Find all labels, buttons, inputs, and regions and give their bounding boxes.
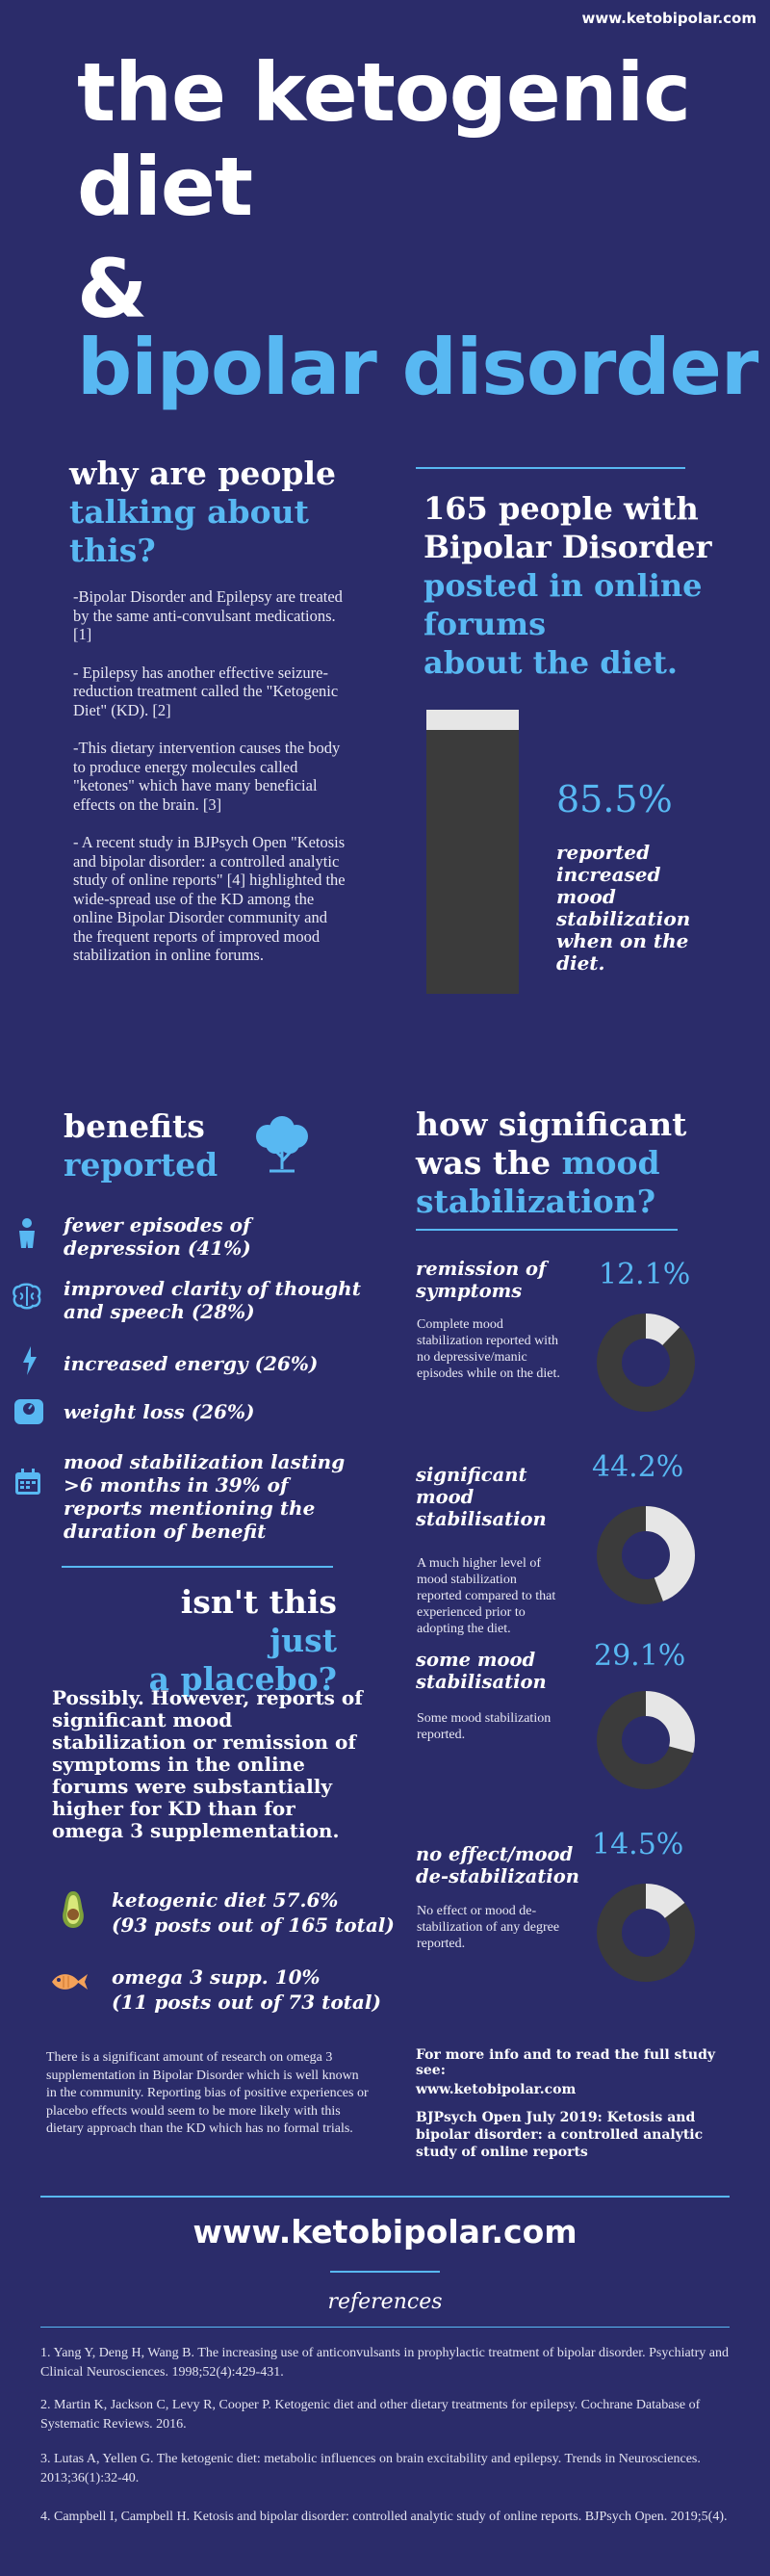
people-line5: about the diet. <box>424 644 678 681</box>
people-line2: Bipolar Disorder <box>424 529 712 565</box>
donut-chart-remission <box>597 1314 695 1412</box>
more-info-heading: For more info and to read the full study… <box>416 2047 716 2078</box>
donut-value-arc <box>597 1506 695 1604</box>
reference-3: 3. Lutas A, Yellen G. The ketogenic diet… <box>40 2452 701 2485</box>
sig-desc-no-effect: No effect or mood de-stabilization of an… <box>417 1904 560 1951</box>
lightning-icon <box>23 1346 37 1375</box>
hero-title-line4: bipolar disorder <box>77 323 758 412</box>
benefits-bottom-rule <box>62 1566 333 1568</box>
footer-rule <box>40 2196 730 2198</box>
more-info-study[interactable]: BJPsych Open July 2019: Ketosis and bipo… <box>416 2110 704 2160</box>
reference-4: 4. Campbell I, Campbell H. Ketosis and b… <box>40 2510 728 2524</box>
sig-percent-no-effect: 14.5% <box>592 1828 684 1861</box>
sig-title-remission: remission of symptoms <box>416 1258 547 1302</box>
benefit-item-energy: increased energy (26%) <box>64 1352 319 1375</box>
donut-value-arc <box>597 1691 695 1789</box>
benefit-item-weight: weight loss (26%) <box>64 1400 255 1423</box>
people-caption: reported increased mood stabilization wh… <box>556 842 749 975</box>
people-line4: forums <box>424 606 547 642</box>
donut-value-arc <box>597 1314 695 1412</box>
why-heading-line2: talking about <box>69 493 309 531</box>
comparison-omega-line2: (11 posts out of 73 total) <box>112 1991 381 2014</box>
footer-site-underline <box>330 2271 440 2273</box>
sig-desc-remission: Complete mood stabilization reported wit… <box>417 1317 560 1381</box>
sig-percent-some: 29.1% <box>594 1639 686 1673</box>
benefit-item-depression: fewer episodes of depression (41%) <box>64 1213 251 1260</box>
references-rule <box>40 2327 730 2328</box>
tree-brain-icon <box>256 1116 308 1173</box>
placebo-heading: isn't this just a placebo? <box>116 1583 337 1699</box>
caption-line: when on the <box>556 929 689 952</box>
bar-remaining-segment <box>426 710 519 730</box>
sig-title-no-effect: no effect/mood de-stabilization <box>416 1843 579 1887</box>
sig-title-significant: significant mood stabilisation <box>416 1464 547 1530</box>
donut-chart-significant <box>597 1506 695 1604</box>
scale-icon <box>14 1399 43 1424</box>
significance-heading-line2a: was the <box>416 1144 562 1182</box>
why-paragraph-4: - A recent study in BJPsych Open "Ketosi… <box>73 833 346 964</box>
significance-rule <box>416 1229 678 1231</box>
why-heading-line1: why are people <box>69 455 337 492</box>
benefit-item-clarity: improved clarity of thought and speech (… <box>64 1277 361 1323</box>
placebo-heading-a: isn't this <box>180 1583 337 1621</box>
person-icon <box>19 1218 35 1248</box>
sig-title-some: some mood stabilisation <box>416 1649 547 1693</box>
donut-chart-no-effect <box>597 1884 695 1982</box>
sig-desc-some: Some mood stabilization reported. <box>417 1711 552 1742</box>
comparison-keto-line1: ketogenic diet 57.6% <box>112 1888 339 1912</box>
benefits-heading: benefits reported <box>64 1107 218 1184</box>
significance-heading-line1: how significant <box>416 1106 687 1143</box>
sig-desc-significant: A much higher level of mood stabilizatio… <box>417 1556 556 1636</box>
donut-chart-some <box>597 1691 695 1789</box>
people-line3: posted in online <box>424 567 703 604</box>
placebo-note: There is a significant amount of researc… <box>46 2050 369 2136</box>
significance-heading-line2b: mood <box>561 1144 660 1182</box>
benefit-item-duration: mood stabilization lasting >6 months in … <box>64 1450 346 1543</box>
significance-heading-line3: stabilization? <box>416 1183 656 1220</box>
caption-line: reported <box>556 841 651 864</box>
placebo-heading-b: just <box>270 1622 337 1659</box>
hero-title-ampersand: & <box>77 242 147 336</box>
people-percent: 85.5% <box>556 778 673 820</box>
people-line1: 165 people with <box>424 490 699 527</box>
caption-line: increased <box>556 863 661 886</box>
why-paragraphs: -Bipolar Disorder and Epilepsy are treat… <box>73 587 346 965</box>
caption-line: diet. <box>556 951 605 975</box>
hero-title-line1: the ketogenic <box>77 45 691 140</box>
mood-stabilization-bar <box>426 710 519 994</box>
more-info-site[interactable]: www.ketobipolar.com <box>416 2082 577 2097</box>
caption-line: mood <box>556 885 616 908</box>
people-top-rule <box>416 467 685 469</box>
footer-site[interactable]: www.ketobipolar.com <box>192 2213 578 2251</box>
references-heading: references <box>327 2290 443 2314</box>
brain-icon <box>13 1283 41 1310</box>
sig-percent-remission: 12.1% <box>599 1258 691 1291</box>
caption-line: stabilization <box>556 907 691 930</box>
calendar-icon <box>15 1469 40 1495</box>
benefits-heading-line2: reported <box>64 1146 218 1184</box>
sig-percent-significant: 44.2% <box>592 1450 684 1484</box>
benefits-heading-line1: benefits <box>64 1107 205 1145</box>
reference-1: 1. Yang Y, Deng H, Wang B. The increasin… <box>40 2346 729 2380</box>
why-paragraph-1: -Bipolar Disorder and Epilepsy are treat… <box>73 587 343 643</box>
reference-2: 2. Martin K, Jackson C, Levy R, Cooper P… <box>40 2398 701 2432</box>
donut-value-arc <box>597 1884 695 1982</box>
comparison-keto-line2: (93 posts out of 165 total) <box>112 1913 395 1937</box>
people-heading: 165 people with Bipolar Disorder posted … <box>424 489 751 682</box>
placebo-text: Possibly. However, reports of significan… <box>52 1686 363 1842</box>
comparison-keto: ketogenic diet 57.6% (93 posts out of 16… <box>112 1887 400 1938</box>
why-paragraph-3: -This dietary intervention causes the bo… <box>73 739 341 814</box>
why-heading-line3: this? <box>69 532 156 569</box>
why-section: why are people talking about this? <box>69 455 377 570</box>
comparison-omega-line1: omega 3 supp. 10% <box>112 1965 321 1989</box>
comparison-omega: omega 3 supp. 10% (11 posts out of 73 to… <box>112 1965 400 2015</box>
why-paragraph-2: - Epilepsy has another effective seizure… <box>73 663 339 719</box>
placebo-heading-c: a placebo? <box>148 1660 337 1698</box>
site-url-top[interactable]: www.ketobipolar.com <box>581 10 757 27</box>
hero-title-line2: diet <box>77 140 253 234</box>
avocado-icon <box>63 1891 84 1928</box>
fish-icon <box>52 1974 88 1990</box>
significance-heading: how significant was the mood stabilizati… <box>416 1106 762 1221</box>
